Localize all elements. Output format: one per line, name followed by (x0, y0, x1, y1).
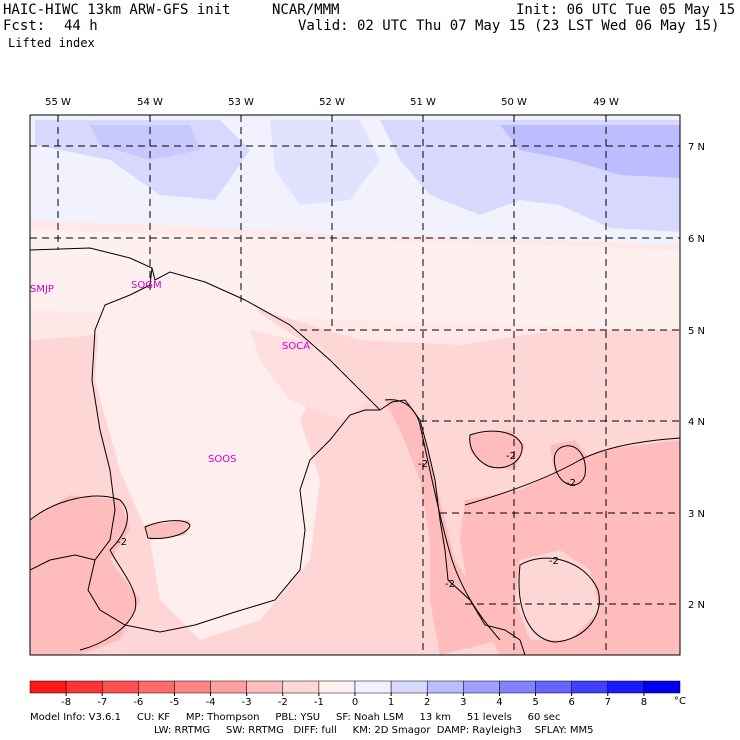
colorbar-tick-label: -1 (314, 697, 324, 708)
colorbar-tick-label: -7 (97, 697, 107, 708)
colorbar-swatch (138, 680, 175, 694)
lon-label: 53 W (228, 97, 254, 108)
colorbar-swatch (607, 680, 645, 694)
colorbar-swatch (643, 680, 681, 694)
colorbar-swatch (174, 680, 211, 694)
contour-label: -2 (445, 579, 455, 590)
contour-label: -2 (549, 556, 559, 567)
colorbar-swatch (210, 680, 247, 694)
lat-label: 3 N (688, 509, 705, 520)
colorbar-swatch (354, 680, 392, 694)
forecast-hour: 44 h (64, 18, 98, 34)
lifted-index-field (30, 115, 680, 655)
colorbar-tick-label: -6 (133, 697, 143, 708)
colorbar-unit: °C (674, 696, 686, 707)
contour-label: -2 (506, 451, 516, 462)
colorbar-swatch (571, 680, 609, 694)
colorbar-tick-label: 3 (460, 697, 466, 708)
colorbar-swatch (65, 680, 103, 694)
colorbar-tick-label: 5 (532, 697, 538, 708)
lat-label: 2 N (688, 600, 705, 611)
lon-label: 55 W (45, 97, 71, 108)
colorbar-tick-label: 4 (496, 697, 502, 708)
colorbar-tick-label: 0 (352, 697, 358, 708)
station-label: SOOS (208, 454, 236, 465)
colorbar-tick-label: -5 (169, 697, 179, 708)
colorbar (29, 680, 681, 694)
colorbar-swatch (246, 680, 284, 694)
lat-label: 7 N (688, 142, 705, 153)
colorbar-tick-label: -8 (61, 697, 71, 708)
lat-label: 6 N (688, 234, 705, 245)
lon-label: 52 W (319, 97, 345, 108)
colorbar-swatch (499, 680, 536, 694)
colorbar-tick-label: -4 (206, 697, 216, 708)
coastline (30, 247, 526, 655)
colorbar-tick-label: 2 (424, 697, 430, 708)
map-frame (29, 114, 681, 656)
model-info-line2: LW: RRTMG SW: RRTMG DIFF: full KM: 2D Sm… (154, 725, 594, 736)
valid-time: Valid: 02 UTC Thu 07 May 15 (23 LST Wed … (298, 18, 720, 34)
colorbar-swatch (101, 680, 139, 694)
colorbar-swatch (29, 680, 67, 694)
colorbar-tick-label: 8 (641, 697, 647, 708)
colorbar-swatch (390, 680, 428, 694)
colorbar-tick-label: 6 (568, 697, 574, 708)
org-label: NCAR/MMM (272, 2, 340, 18)
colorbar-ticks: -8 -7 -6 -5 -4 -3 -2 -1 0 1 2 3 4 5 6 7 8 (61, 693, 647, 708)
colorbar-swatch (318, 680, 356, 694)
contour-label: -2 (117, 537, 127, 548)
lon-label: 50 W (501, 97, 527, 108)
lat-label: 5 N (688, 326, 705, 337)
colorbar-tick-label: 7 (605, 697, 611, 708)
forecast-label: Fcst: (3, 18, 46, 34)
lon-label: 51 W (410, 97, 436, 108)
init-time: Init: 06 UTC Tue 05 May 15 (516, 2, 736, 18)
colorbar-tick-label: 1 (388, 697, 394, 708)
colorbar-tick-label: -3 (242, 697, 252, 708)
lon-label: 54 W (137, 97, 163, 108)
field-name: Lifted index (8, 36, 95, 50)
contour-label: -2 (566, 478, 576, 489)
colorbar-swatch (463, 680, 500, 694)
model-info-line1: Model Info: V3.6.1 CU: KF MP: Thompson P… (30, 712, 561, 723)
station-label: SOGM (131, 280, 162, 291)
lon-label: 49 W (593, 97, 619, 108)
graticule (30, 115, 680, 655)
colorbar-swatch (535, 680, 572, 694)
station-label: SOCA (282, 341, 310, 352)
colorbar-swatch (282, 680, 320, 694)
lat-label: 4 N (688, 417, 705, 428)
colorbar-swatch (426, 680, 464, 694)
colorbar-tick-label: -2 (278, 697, 288, 708)
contour-label: -2 (418, 459, 428, 470)
model-title: HAIC-HIWC 13km ARW-GFS init (3, 2, 231, 18)
station-label: SMJP (30, 284, 54, 295)
